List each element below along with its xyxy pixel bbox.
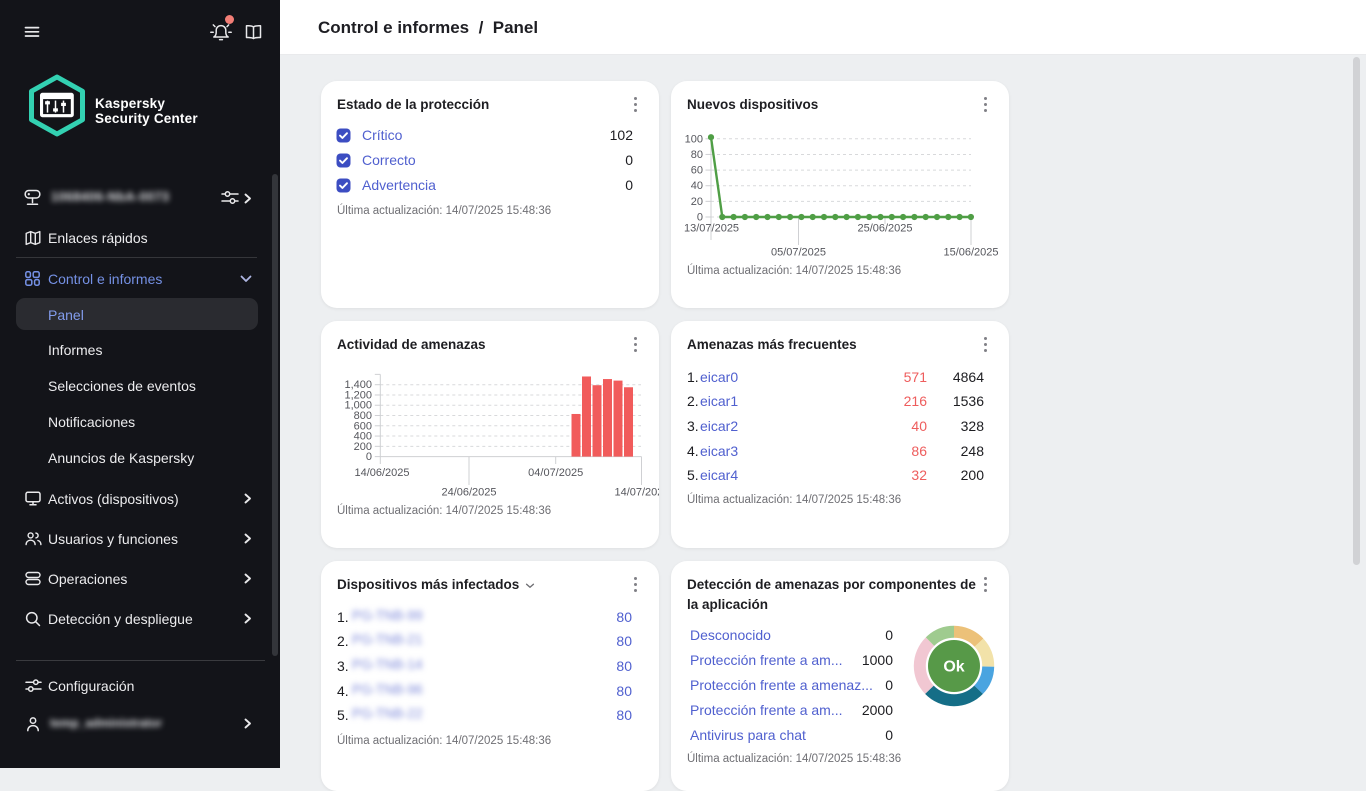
svg-text:04/07/2025: 04/07/2025 (528, 467, 583, 479)
svg-text:400: 400 (354, 431, 372, 443)
svg-text:0: 0 (366, 451, 372, 463)
svg-text:14/07/2025: 14/07/2025 (614, 487, 659, 499)
svg-text:15/06/2025: 15/06/2025 (943, 247, 998, 259)
svg-text:800: 800 (354, 410, 372, 422)
svg-text:60: 60 (691, 165, 703, 177)
svg-text:05/07/2025: 05/07/2025 (771, 247, 826, 259)
svg-text:100: 100 (685, 133, 703, 145)
svg-text:80: 80 (691, 149, 703, 161)
svg-text:1,400: 1,400 (344, 379, 372, 391)
svg-text:14/06/2025: 14/06/2025 (354, 467, 409, 479)
svg-text:13/07/2025: 13/07/2025 (684, 223, 739, 235)
svg-text:Ok: Ok (943, 659, 964, 676)
svg-text:600: 600 (354, 420, 372, 432)
svg-text:24/06/2025: 24/06/2025 (441, 487, 496, 499)
svg-text:200: 200 (354, 441, 372, 453)
svg-text:20: 20 (691, 196, 703, 208)
svg-text:1,200: 1,200 (344, 389, 372, 401)
svg-text:0: 0 (697, 212, 703, 224)
svg-text:1,000: 1,000 (344, 400, 372, 412)
svg-text:40: 40 (691, 180, 703, 192)
svg-text:25/06/2025: 25/06/2025 (857, 223, 912, 235)
